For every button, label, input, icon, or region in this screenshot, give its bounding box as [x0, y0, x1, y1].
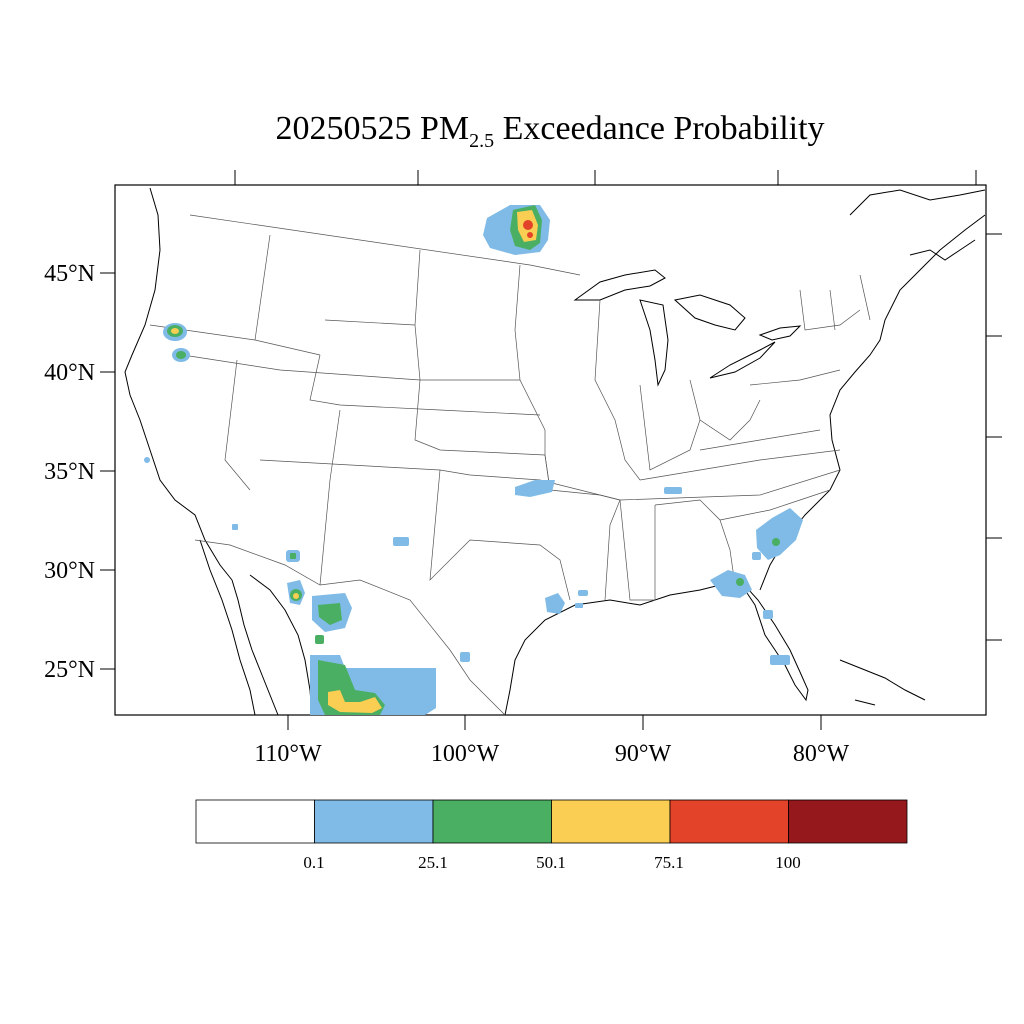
colorbar-swatch-4 [551, 799, 671, 844]
lon-label-110: 110°W [254, 741, 322, 767]
blob-oregon-high [171, 328, 179, 334]
probability-contours [144, 205, 803, 715]
bottom-ticks [287, 715, 822, 730]
colorbar-label-5: 100 [775, 853, 801, 872]
colorbar-labels: 0.1 25.1 50.1 75.1 100 [303, 853, 800, 872]
coastline [124, 187, 986, 716]
colorbar-label-3: 50.1 [536, 853, 566, 872]
lon-label-100: 100°W [431, 741, 500, 767]
colorbar-swatch-2 [314, 799, 434, 844]
blob-georgia [710, 570, 752, 598]
blob-nd-mn-peak [523, 220, 533, 230]
lat-labels: 45°N 40°N 35°N 30°N 25°N [44, 261, 95, 683]
title-text: Exceedance Probability [502, 110, 825, 147]
left-ticks [100, 272, 115, 670]
map-title: 20250525 PM2.5 Exceedance Probability [0, 110, 1024, 153]
title-pm: PM [419, 110, 470, 147]
blob-oregon2-mid [176, 351, 186, 359]
colorbar [195, 799, 908, 844]
lon-label-80: 80°W [793, 741, 850, 767]
colorbar-swatch-6 [788, 799, 908, 844]
title-date: 20250525 [275, 110, 412, 147]
colorbar-label-2: 25.1 [418, 853, 448, 872]
top-ticks [234, 170, 977, 185]
lat-label-35: 35°N [44, 459, 95, 485]
blob-oklahoma [515, 480, 555, 497]
lat-label-40: 40°N [44, 360, 95, 386]
great-lakes [573, 269, 802, 387]
lat-label-25: 25°N [44, 657, 95, 683]
blob-nd-mn-peak2 [527, 232, 533, 238]
colorbar-swatch-5 [669, 799, 789, 844]
lon-labels: 110°W 100°W 90°W 80°W [254, 741, 849, 767]
state-borders [149, 214, 871, 716]
blob-carolina [756, 508, 803, 560]
title-subscript: 2.5 [469, 129, 495, 152]
map-frame [114, 184, 987, 716]
lat-label-30: 30°N [44, 558, 95, 584]
lon-label-90: 90°W [615, 741, 672, 767]
right-ticks [986, 233, 1002, 641]
colorbar-swatch-1 [195, 799, 315, 844]
colorbar-label-4: 75.1 [654, 853, 684, 872]
colorbar-swatch-3 [432, 799, 552, 844]
colorbar-label-1: 0.1 [303, 853, 324, 872]
lat-label-45: 45°N [44, 261, 95, 287]
